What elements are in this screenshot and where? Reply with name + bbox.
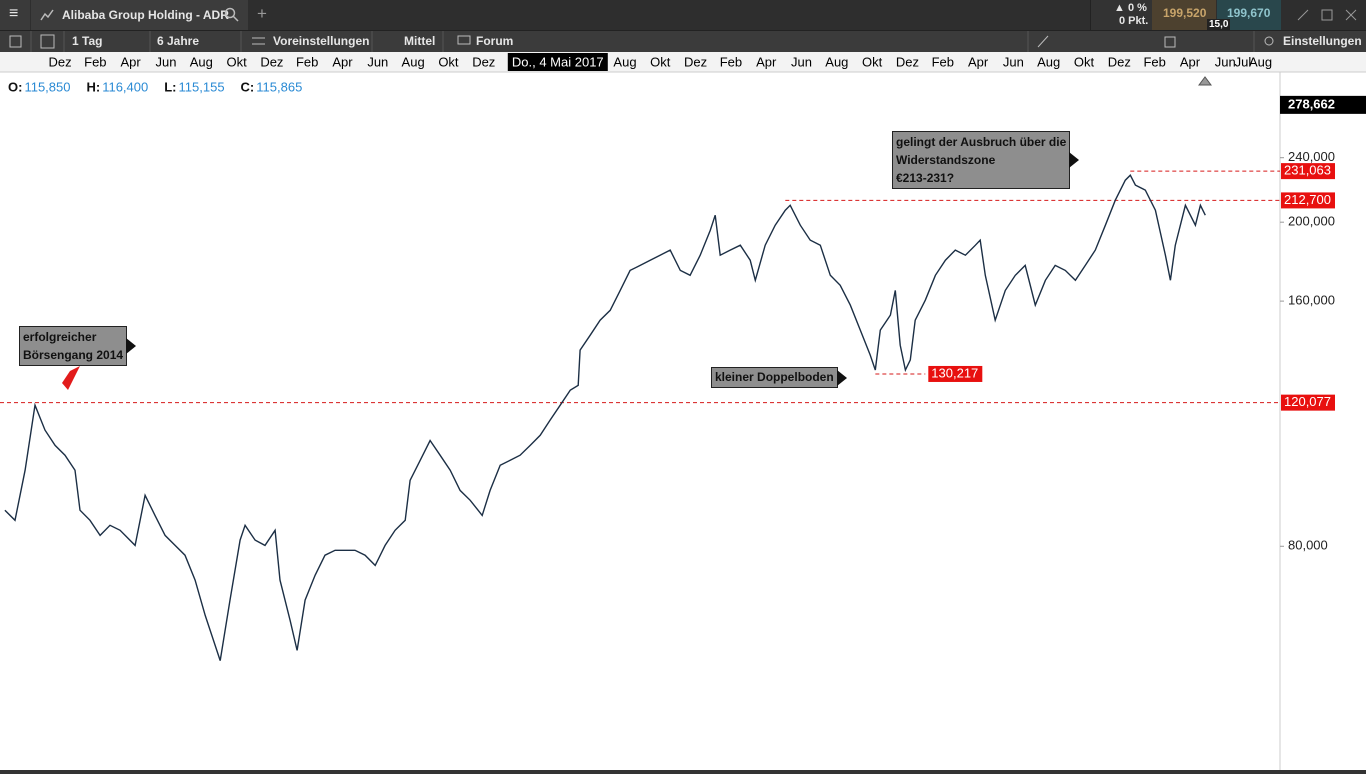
- x-tick-label: Okt: [1074, 54, 1095, 69]
- x-tick-label: Dez: [684, 54, 707, 69]
- x-tick-label: Jun: [1215, 54, 1236, 69]
- x-tick-label: Dez: [260, 54, 283, 69]
- x-tick-label: Apr: [121, 54, 142, 69]
- annotation-line: Widerstandszone: [896, 153, 996, 167]
- y-tick-label: 80,000: [1288, 538, 1328, 553]
- bottom-border: [0, 770, 1366, 774]
- change-pct: ▲ 0 %: [1114, 2, 1147, 14]
- control-icons: [9, 31, 1274, 52]
- control-bar: 1 Tag 6 Jahre Voreinstellungen Mittel Fo…: [0, 30, 1366, 52]
- annotation-line: €213-231?: [896, 171, 955, 185]
- bid-cell[interactable]: [1152, 0, 1216, 30]
- x-tick-label: Okt: [862, 54, 883, 69]
- search-icon[interactable]: [224, 7, 240, 23]
- annotation-line: gelingt der Ausbruch über die: [896, 135, 1067, 149]
- crosshair-price: 278,662: [1288, 96, 1335, 111]
- change-pts: 0 Pkt.: [1119, 15, 1149, 27]
- top-bar: ≡ Alibaba Group Holding - ADR + ▲ 0 % 0 …: [0, 0, 1366, 30]
- x-tick-label: Jun: [155, 54, 176, 69]
- x-tick-label: Jun: [791, 54, 812, 69]
- ohlc-value: 115,155: [179, 79, 225, 94]
- crosshair-date: Do., 4 Mai 2017: [512, 54, 604, 69]
- x-tick-label: Apr: [756, 54, 777, 69]
- x-tick-label: Aug: [1037, 54, 1060, 69]
- annotation-line: Börsengang 2014: [23, 348, 124, 362]
- chart-icon: [40, 9, 54, 21]
- crosshair-date-box: [507, 53, 608, 71]
- ohlc-key: H:: [86, 79, 100, 94]
- y-tick-label: 160,000: [1288, 293, 1335, 308]
- tab-title[interactable]: Alibaba Group Holding - ADR: [62, 8, 229, 22]
- ask[interactable]: 199,670: [1227, 6, 1271, 20]
- level-label: 212,700: [1284, 192, 1331, 207]
- y-tick-label: 200,000: [1288, 214, 1335, 229]
- menu-cell[interactable]: [0, 0, 30, 30]
- x-tick-label: Apr: [332, 54, 353, 69]
- x-tick-label: Jun: [367, 54, 388, 69]
- forum[interactable]: Forum: [476, 34, 514, 48]
- ohlc-value: 116,400: [102, 79, 148, 94]
- x-tick-label: Dez: [1108, 54, 1131, 69]
- x-tick-label: Okt: [226, 54, 247, 69]
- crosshair-price-box: [1280, 95, 1366, 114]
- tab[interactable]: [31, 0, 248, 30]
- x-tick-label: Feb: [84, 54, 106, 69]
- ipo-arrow: [62, 366, 80, 390]
- x-tick-label: Apr: [1180, 54, 1201, 69]
- ohlc-key: L:: [164, 79, 176, 94]
- interval[interactable]: 1 Tag: [72, 34, 103, 48]
- x-tick-label: Okt: [438, 54, 459, 69]
- settings[interactable]: Einstellungen: [1283, 34, 1362, 48]
- level-label-box: [928, 365, 983, 382]
- add-tab[interactable]: +: [257, 4, 267, 23]
- x-tick-label: Aug: [402, 54, 425, 69]
- x-tick-label: Feb: [720, 54, 742, 69]
- indicator[interactable]: Mittel: [404, 34, 436, 48]
- y-tick-label: 240,000: [1288, 149, 1335, 164]
- window-controls[interactable]: [1296, 8, 1362, 22]
- x-tick-label: Jun: [1003, 54, 1024, 69]
- annotation-line: erfolgreicher: [23, 330, 97, 344]
- x-tick-label: Dez: [48, 54, 71, 69]
- time-axis-band: [0, 52, 1366, 72]
- level-label: 231,063: [1284, 163, 1331, 178]
- x-tick-label: Feb: [296, 54, 318, 69]
- x-tick-label: Aug: [825, 54, 848, 69]
- level-label-box: [1281, 192, 1335, 209]
- ohlc-value: 115,865: [256, 79, 302, 94]
- annotation-breakout: gelingt der Ausbruch über die Widerstands…: [892, 131, 1080, 189]
- presets[interactable]: Voreinstellungen: [273, 34, 370, 48]
- level-label-box: [1281, 394, 1335, 411]
- ohlc-key: C:: [241, 79, 255, 94]
- chart: Dez Feb Apr Jun Aug Okt Dez Feb Apr Jun Aug Okt Dez A…: [0, 52, 1366, 774]
- level-label-box: [1281, 163, 1335, 180]
- range[interactable]: 6 Jahre: [157, 34, 200, 48]
- x-tick-label: Feb: [1143, 54, 1165, 69]
- x-tick-label: Aug: [1249, 54, 1272, 69]
- x-tick-label: Feb: [932, 54, 954, 69]
- menu-button[interactable]: ≡: [9, 5, 19, 22]
- now-marker: [1198, 76, 1212, 86]
- x-tick-label: Apr: [968, 54, 989, 69]
- x-tick-label: Jul: [1235, 54, 1252, 69]
- ohlc-value: 115,850: [24, 79, 70, 94]
- price-line: [4, 174, 1206, 661]
- annotation-double-bottom: kleiner Doppelboden: [711, 367, 847, 388]
- annotation-ipo: erfolgreicher Börsengang 2014: [19, 326, 137, 366]
- ohlc-key: O:: [8, 79, 22, 94]
- bid[interactable]: 199,520: [1163, 6, 1207, 20]
- x-tick-label: Aug: [190, 54, 213, 69]
- x-tick-label: Okt: [650, 54, 671, 69]
- x-tick-label: Dez: [472, 54, 495, 69]
- x-tick-label: Dez: [896, 54, 919, 69]
- level-label: 120,077: [1284, 394, 1331, 409]
- level-label: 130,217: [931, 365, 978, 380]
- x-tick-label: Aug: [613, 54, 636, 69]
- spread: 15,0: [1207, 19, 1231, 30]
- annotation-line: kleiner Doppelboden: [715, 370, 834, 384]
- change-cell: [1090, 0, 1153, 30]
